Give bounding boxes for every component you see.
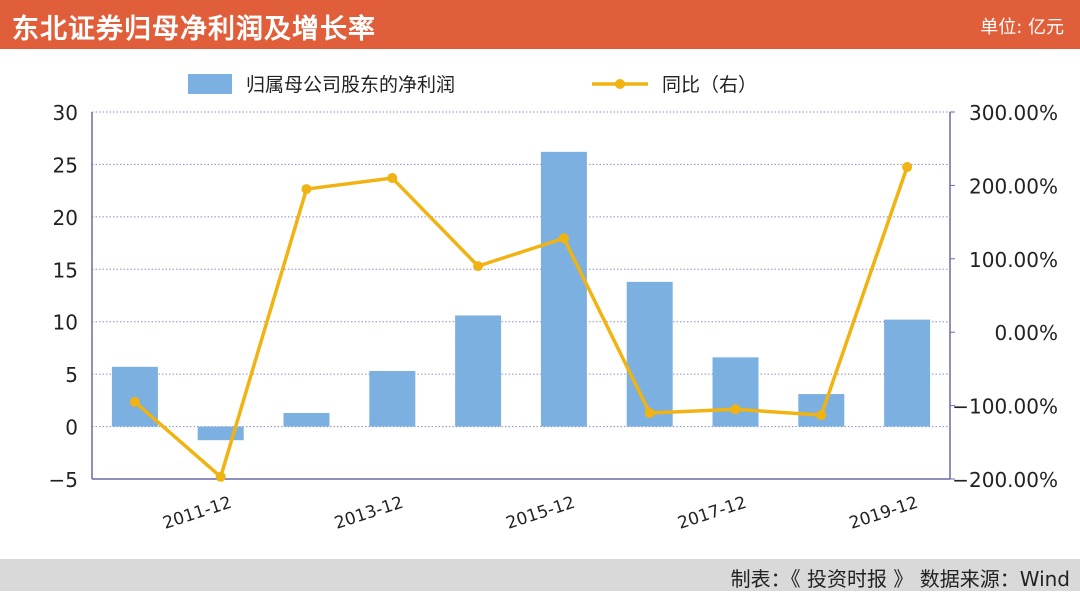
y-left-tick-label: 20 — [53, 206, 78, 230]
y-left-tick-label: 25 — [53, 153, 78, 177]
legend-line-marker — [615, 79, 625, 89]
bar — [626, 281, 673, 427]
line-point — [816, 410, 827, 421]
y-left-tick-label: −5 — [49, 468, 78, 492]
x-tick-label: 2017-12 — [675, 493, 749, 534]
bar — [369, 370, 416, 427]
y-left-tick-label: 10 — [53, 311, 78, 335]
line-point — [644, 407, 655, 418]
series-line — [133, 166, 909, 479]
line-point — [301, 184, 312, 195]
line-point — [129, 396, 140, 407]
legend-line-label: 同比（右） — [662, 74, 757, 96]
x-tick-label: 2013-12 — [332, 493, 406, 534]
y-right-tick-label: 0.00% — [994, 321, 1058, 345]
y-left-tick-label: 15 — [53, 258, 78, 282]
x-tick-label: 2011-12 — [161, 493, 235, 534]
y-right-tick-label: −100.00% — [952, 395, 1058, 419]
y-left-tick-label: 30 — [53, 101, 78, 125]
line-point — [215, 471, 226, 482]
y-left-tick-label: 0 — [65, 416, 78, 440]
y-left-tick-label: 5 — [65, 363, 78, 387]
line-point — [387, 173, 398, 184]
bar — [283, 412, 330, 427]
chart-footer: 制表：《 投资时报 》 数据来源：Wind — [0, 559, 1080, 591]
source-note: 制表：《 投资时报 》 数据来源：Wind — [730, 567, 1070, 591]
bar — [884, 319, 931, 427]
line-point — [558, 233, 569, 244]
x-tick-label: 2015-12 — [504, 493, 578, 534]
line-point — [902, 162, 913, 173]
chart-header: 东北证券归母净利润及增长率 单位: 亿元 — [0, 0, 1080, 49]
bar — [540, 151, 587, 427]
y-right-tick-label: 300.00% — [969, 101, 1058, 125]
legend-bar-label: 归属母公司股东的净利润 — [246, 74, 455, 96]
bar — [455, 315, 502, 427]
y-right-tick-label: −200.00% — [952, 468, 1058, 492]
line-point — [473, 261, 484, 272]
chart-title: 东北证券归母净利润及增长率 — [12, 14, 376, 45]
legend-bar-swatch — [188, 74, 232, 94]
chart-area: −5 0 5 10 15 20 25 30 −200.00% −100.00% 0.00% 100.0… — [49, 74, 1058, 534]
x-tick-label: 2019-12 — [847, 493, 921, 534]
line-point — [730, 404, 741, 415]
bar — [712, 357, 759, 427]
y-right-tick-label: 200.00% — [969, 174, 1058, 198]
unit-label: 单位: 亿元 — [980, 17, 1064, 38]
y-right-tick-label: 100.00% — [969, 248, 1058, 272]
